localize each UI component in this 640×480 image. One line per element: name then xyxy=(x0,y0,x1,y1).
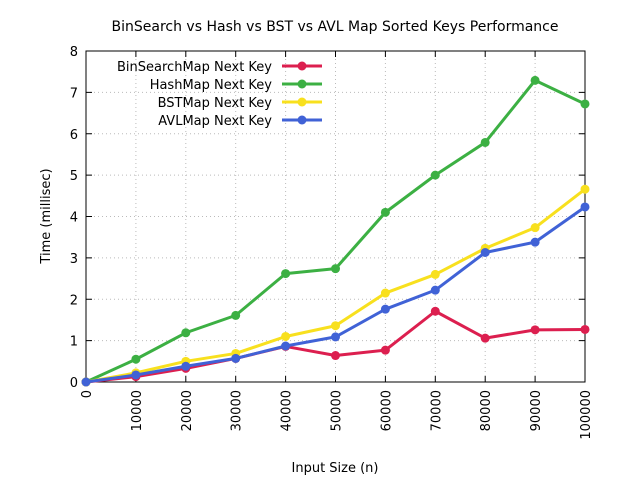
legend-swatch-point xyxy=(297,79,307,89)
x-axis-label: Input Size (n) xyxy=(292,461,379,476)
y-tick-label: 6 xyxy=(70,128,78,143)
data-point xyxy=(580,324,590,334)
legend-label: BinSearchMap Next Key xyxy=(117,60,272,75)
data-point xyxy=(480,333,490,343)
data-point xyxy=(331,264,340,274)
y-tick-label: 0 xyxy=(70,376,78,391)
chart-title: BinSearch vs Hash vs BST vs AVL Map Sort… xyxy=(112,19,559,35)
x-tick-label: 50000 xyxy=(330,390,345,431)
data-point xyxy=(430,306,440,316)
y-tick-label: 5 xyxy=(70,169,78,184)
data-point xyxy=(181,328,191,338)
legend-swatch-point xyxy=(297,97,307,107)
legend: BinSearchMap Next Key HashMap Next Key BST… xyxy=(117,60,322,129)
y-tick-label: 4 xyxy=(70,211,78,226)
data-point xyxy=(380,345,390,355)
x-tick-label: 30000 xyxy=(230,390,245,431)
y-axis-label: Time (millisec) xyxy=(39,168,54,264)
data-point xyxy=(380,288,390,298)
data-point xyxy=(181,361,191,371)
data-point xyxy=(530,75,540,85)
legend-swatch-point xyxy=(297,61,307,71)
data-point xyxy=(480,137,490,147)
data-point xyxy=(430,285,440,295)
x-tick-label: 10000 xyxy=(130,390,145,431)
series-layer xyxy=(81,75,590,387)
y-tick-label: 2 xyxy=(70,293,78,308)
data-point xyxy=(580,99,590,109)
data-point xyxy=(331,351,340,361)
data-point xyxy=(231,310,241,320)
legend-label: BSTMap Next Key xyxy=(158,96,273,111)
data-point xyxy=(430,269,440,279)
data-point xyxy=(131,370,141,380)
data-point xyxy=(380,304,390,314)
x-tick-label: 20000 xyxy=(180,390,195,431)
x-tick-label: 40000 xyxy=(280,390,295,431)
y-tick-label: 8 xyxy=(70,45,78,60)
data-point xyxy=(281,341,291,351)
y-tick-label: 7 xyxy=(70,86,78,101)
data-point xyxy=(380,207,390,217)
legend-swatch-point xyxy=(297,115,307,125)
data-point xyxy=(281,269,291,279)
data-point xyxy=(530,325,540,335)
axis-ticks xyxy=(85,50,586,383)
data-point xyxy=(580,184,590,194)
data-point xyxy=(281,331,291,341)
data-point xyxy=(331,321,340,331)
data-point xyxy=(131,354,141,364)
x-tick-label: 70000 xyxy=(429,390,444,431)
x-tick-label: 60000 xyxy=(379,390,394,431)
x-tick-label: 0 xyxy=(80,390,95,398)
x-tick-label: 100000 xyxy=(579,390,594,440)
data-point xyxy=(530,223,540,233)
y-tick-label: 3 xyxy=(70,252,78,267)
data-point xyxy=(480,247,490,257)
legend-label: HashMap Next Key xyxy=(150,78,273,93)
y-tick-labels: 0 1 2 3 4 5 6 7 8 xyxy=(70,45,78,391)
series-avlmap-next-key xyxy=(81,202,590,387)
series-hashmap-next-key xyxy=(81,75,590,387)
x-tick-label: 90000 xyxy=(529,390,544,431)
data-point xyxy=(430,170,440,180)
x-tick-labels: 0 10000 20000 30000 40000 50000 60000 70000 8000… xyxy=(80,390,594,440)
data-point xyxy=(530,237,540,247)
legend-label: AVLMap Next Key xyxy=(158,114,272,129)
y-tick-label: 1 xyxy=(70,335,78,350)
data-point xyxy=(81,377,91,387)
data-point xyxy=(231,353,241,363)
data-point xyxy=(580,202,590,212)
data-point xyxy=(331,332,340,342)
x-tick-label: 80000 xyxy=(479,390,494,431)
